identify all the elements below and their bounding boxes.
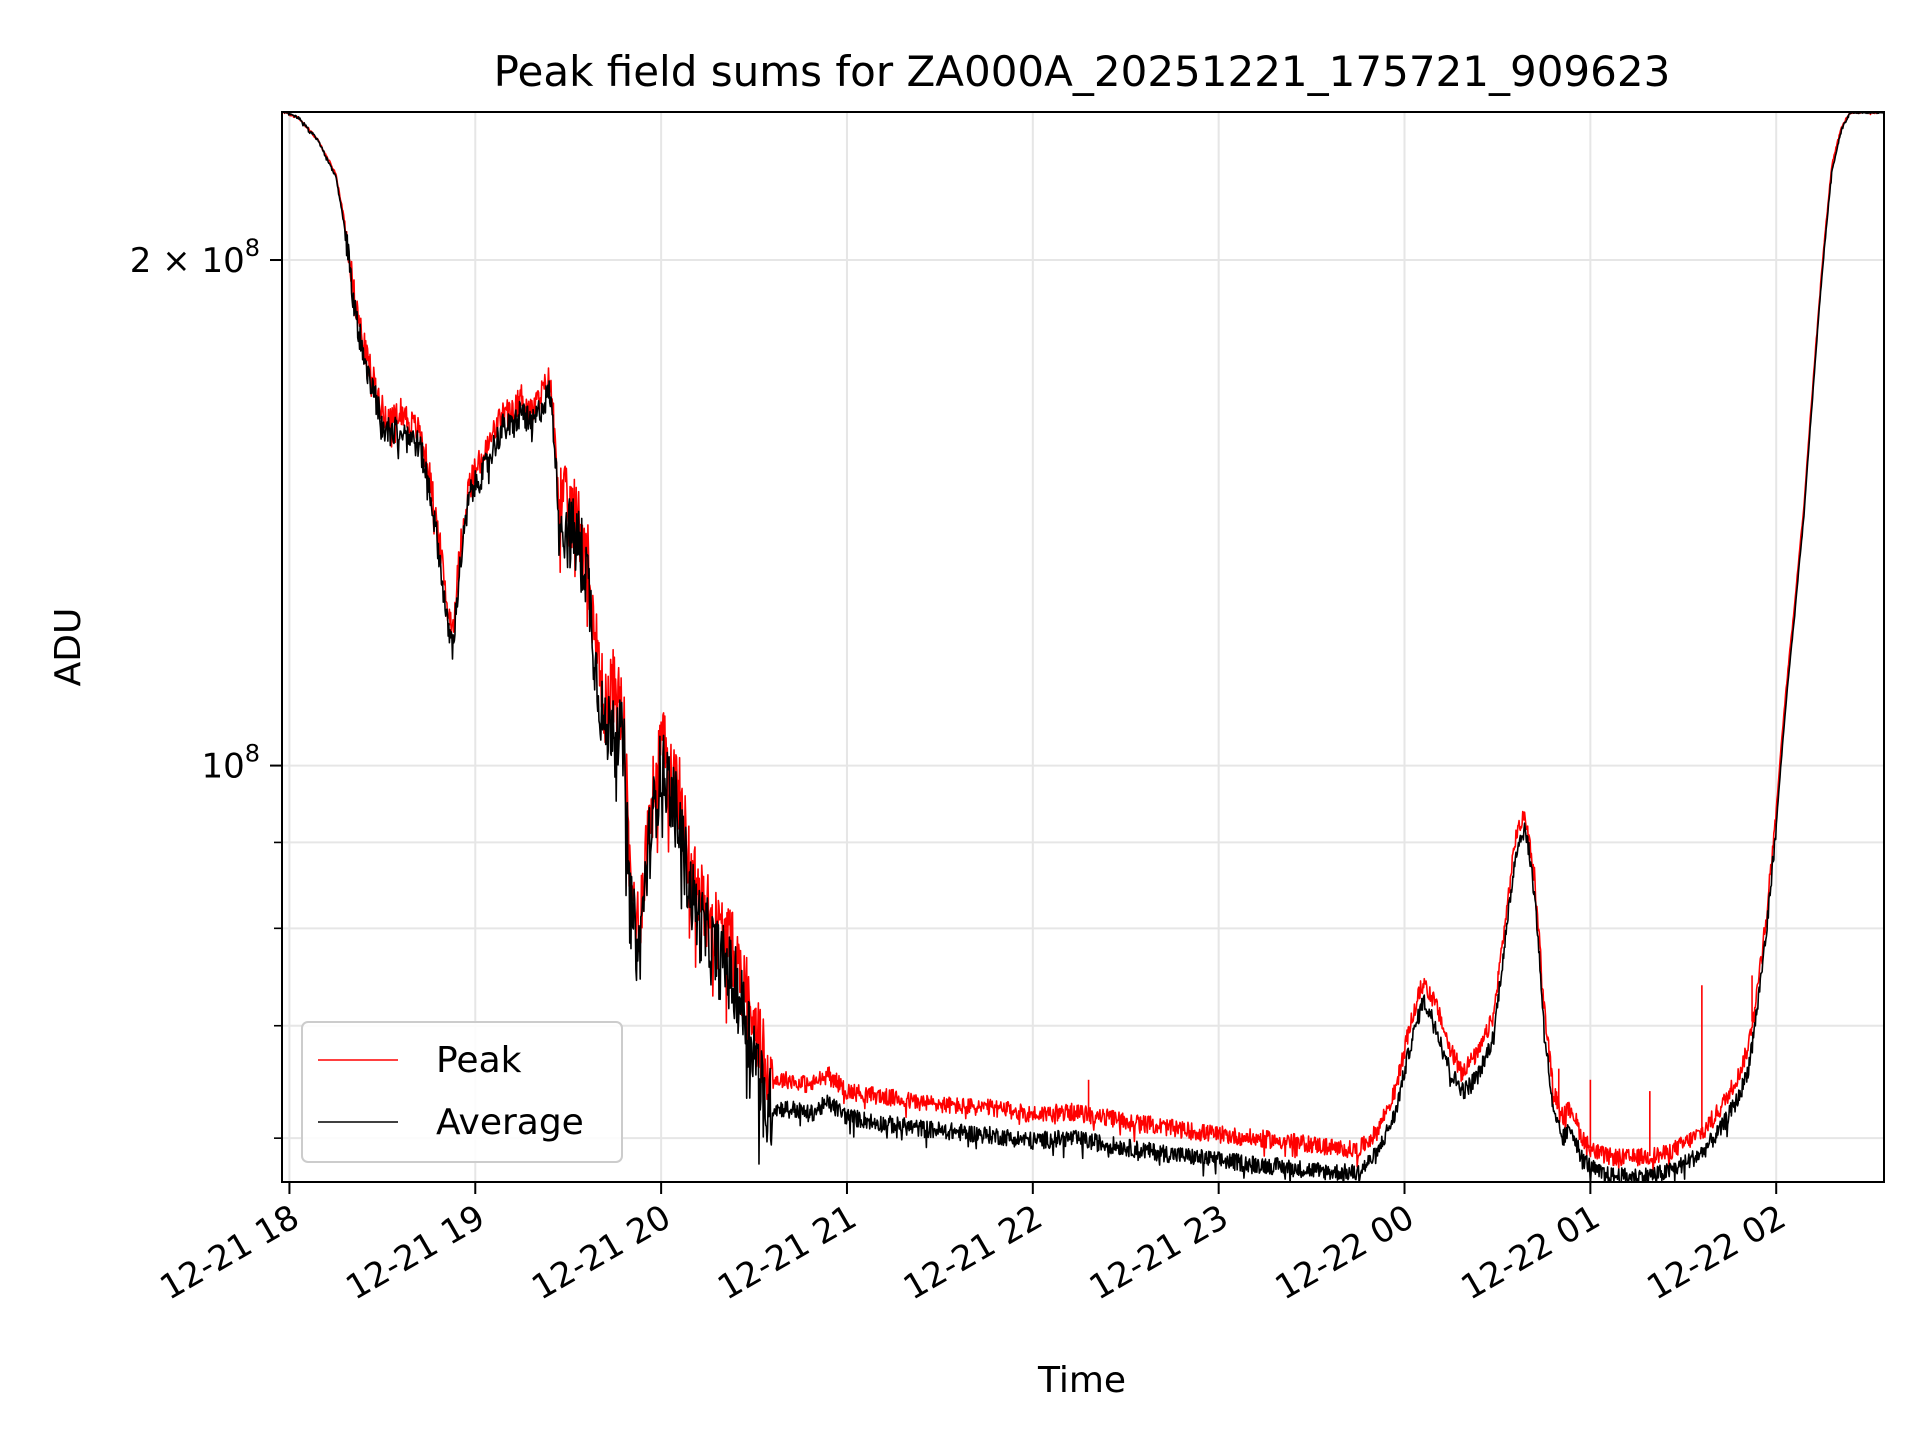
y-tick-label: 108 bbox=[201, 740, 260, 787]
chart-title: Peak field sums for ZA000A_20251221_1757… bbox=[494, 47, 1671, 96]
x-axis-label: Time bbox=[1037, 1360, 1126, 1401]
series-line-average bbox=[283, 112, 1884, 1182]
legend: Peak Average bbox=[301, 1021, 623, 1163]
y-axis-label: ADU bbox=[48, 608, 89, 687]
series-lines bbox=[283, 112, 1884, 1182]
y-axis-ticks: 108 2 × 108 bbox=[130, 234, 282, 1139]
legend-peak-label: Peak bbox=[436, 1040, 522, 1081]
legend-average-label: Average bbox=[436, 1102, 584, 1143]
legend-box bbox=[301, 1021, 623, 1163]
plot-frame bbox=[281, 111, 1885, 1183]
y-tick-label: 2 × 108 bbox=[130, 234, 260, 281]
series-line-peak bbox=[283, 112, 1884, 1176]
